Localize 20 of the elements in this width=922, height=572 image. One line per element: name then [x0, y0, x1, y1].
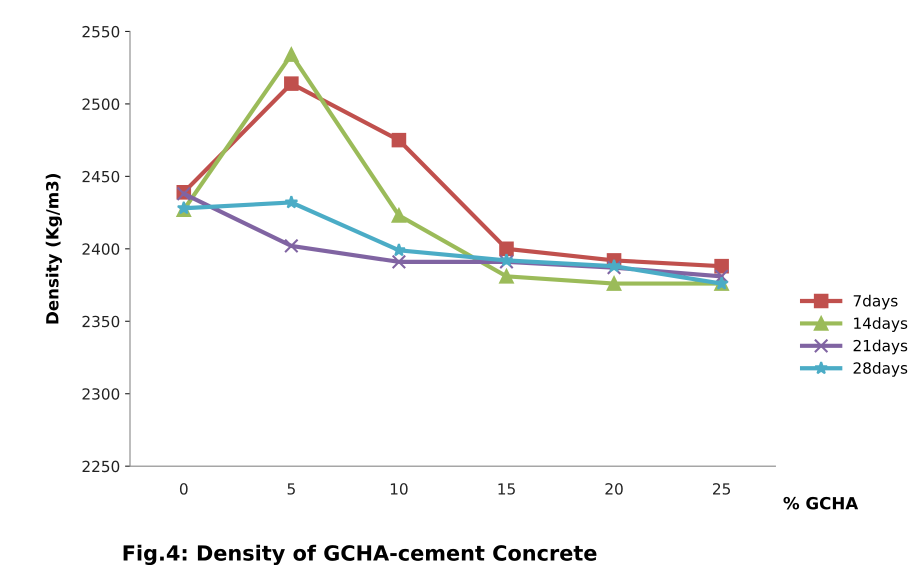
y-tick-label: 2450: [82, 170, 120, 182]
legend-label: 7days: [854, 294, 898, 310]
y-tick-label: 2400: [82, 243, 120, 255]
y-tick-label: 2300: [82, 388, 120, 400]
x-tick-label: 5: [288, 483, 295, 495]
legend-label: 28days: [854, 362, 908, 377]
x-tick-label: 25: [713, 483, 730, 495]
text: Fig.4: Density of GCHA-cement Concrete: [124, 544, 596, 566]
x-tick-label: 20: [605, 483, 623, 495]
x-tick-label: 0: [180, 483, 188, 495]
y-axis-title: Density (Kg/m3): [46, 174, 62, 324]
y-tick-label: 2250: [82, 460, 120, 472]
x-tick-label: 10: [390, 483, 408, 495]
x-axis-title: % GCHA: [783, 496, 858, 510]
y-tick-label: 2350: [82, 316, 120, 328]
y-tick-label: 2500: [82, 98, 120, 110]
legend-label: 14days: [854, 317, 908, 332]
x-tick-label: 15: [498, 483, 515, 495]
y-tick-label: 2550: [82, 26, 120, 38]
legend-label: 21days: [854, 340, 908, 354]
